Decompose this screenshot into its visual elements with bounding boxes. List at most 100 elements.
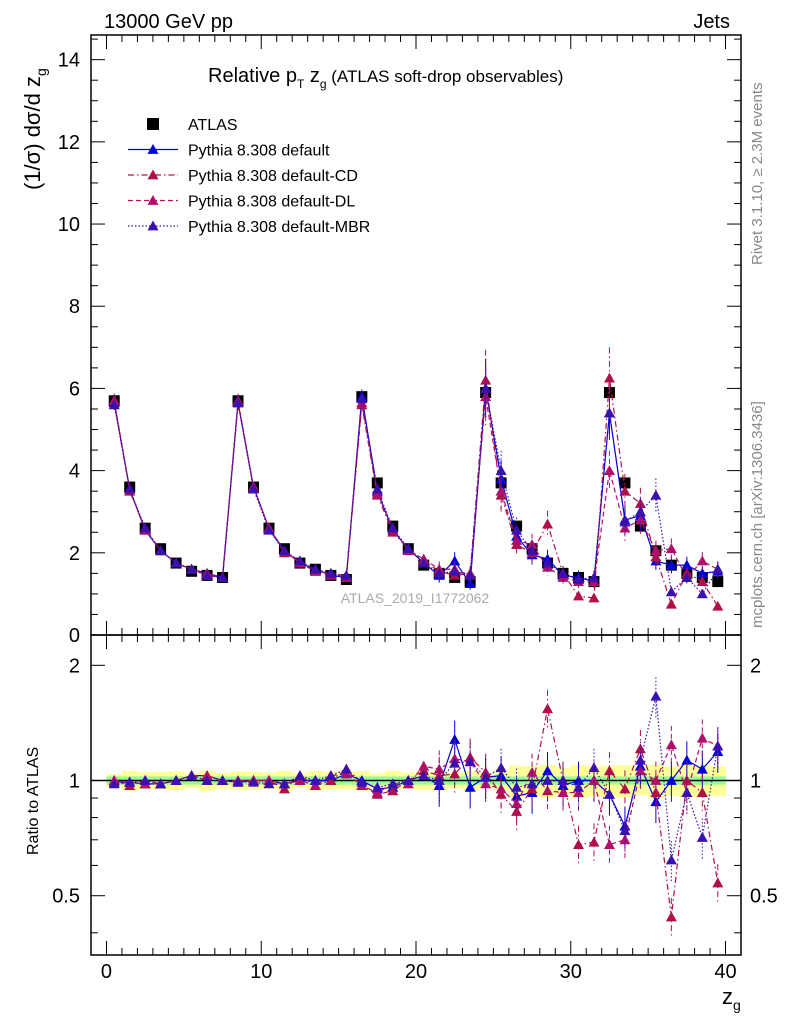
ratio-point	[108, 778, 120, 789]
series-line	[113, 378, 719, 607]
series-point	[340, 569, 352, 580]
legend-label: Pythia 8.308 default	[188, 143, 330, 160]
series-point	[495, 485, 507, 496]
ratio-point	[696, 831, 708, 842]
x-tick-label: 10	[250, 961, 272, 983]
series-point	[588, 571, 600, 582]
series-point	[573, 574, 584, 584]
x-tick-label: 20	[405, 961, 427, 983]
ratio-point	[634, 743, 646, 754]
ratio-point	[325, 770, 337, 780]
series-point	[449, 565, 461, 576]
series-point	[603, 372, 615, 383]
ratio-point	[634, 754, 646, 765]
ratio-point	[418, 770, 430, 780]
ratio-point	[278, 783, 290, 794]
series-point	[464, 578, 476, 589]
y-tick-label: 4	[69, 461, 80, 483]
ratio-point	[294, 770, 306, 780]
series-point	[665, 598, 677, 609]
ratio-point	[387, 778, 399, 789]
ratio-point	[186, 770, 198, 780]
y-tick-label: 12	[58, 132, 80, 154]
ratio-panel-series	[108, 677, 724, 939]
ratio-point	[495, 788, 507, 799]
series-point	[449, 555, 461, 566]
series-0	[108, 387, 724, 588]
y-tick-label: 0	[69, 625, 80, 647]
ratio-point	[665, 775, 677, 785]
y-tick-label: 6	[69, 378, 80, 400]
series-point	[650, 551, 662, 562]
ratio-point	[278, 778, 290, 789]
ratio-point	[557, 775, 569, 785]
ratio-point	[588, 775, 600, 785]
ratio-point	[573, 781, 584, 792]
series-point	[464, 569, 476, 580]
legend-marker	[147, 220, 159, 231]
series-point	[139, 522, 151, 533]
series-point	[170, 557, 182, 568]
series-point	[650, 545, 662, 556]
ratio-point	[542, 765, 554, 776]
series-point	[665, 586, 677, 597]
legend-entry-0: ATLAS	[147, 117, 238, 134]
mcplots-side-label: mcplots.cern.ch [arXiv:1306.3436]	[749, 401, 766, 628]
series-point	[681, 559, 693, 570]
ratio-point	[356, 776, 368, 787]
series-point	[480, 382, 492, 393]
series-4	[108, 358, 724, 599]
ratio-point	[603, 839, 615, 850]
legend-entry-3: Pythia 8.308 default-DL	[128, 194, 355, 211]
series-point	[418, 557, 430, 568]
legend-entry-4: Pythia 8.308 default-MBR	[128, 219, 370, 236]
ratio-point	[139, 775, 151, 785]
series-point	[217, 571, 229, 582]
legend-marker	[147, 144, 159, 154]
ratio-line	[114, 696, 719, 861]
y-tick-label: 8	[69, 296, 80, 318]
ratio-y-tick-label: 2	[69, 655, 80, 677]
ratio-point	[526, 778, 538, 789]
series-point	[124, 483, 136, 494]
ratio-y-tick-label: 0.5	[52, 886, 80, 908]
ratio-point	[712, 877, 724, 888]
atlas-point	[712, 576, 724, 588]
ratio-y-tick-label-right: 1	[750, 771, 761, 793]
legend-entry-2: Pythia 8.308 default-CD	[128, 168, 358, 185]
legend-label: Pythia 8.308 default-DL	[188, 194, 355, 211]
series-point	[603, 465, 615, 476]
ratio-point	[588, 836, 600, 847]
ratio-point	[603, 788, 615, 799]
legend-marker	[147, 195, 159, 205]
ratio-point	[712, 740, 724, 751]
series-point	[248, 483, 259, 494]
ratio-point	[526, 766, 538, 777]
series-point	[634, 497, 646, 508]
series-point	[356, 393, 368, 404]
series-point	[696, 588, 708, 599]
ratio-point	[542, 703, 554, 714]
series-point	[542, 557, 554, 568]
ratio-point	[619, 834, 631, 845]
series-point	[542, 518, 554, 529]
series-point	[696, 576, 708, 586]
y-tick-label: 10	[58, 214, 80, 236]
ratio-y-tick-label-right: 2	[750, 655, 761, 677]
series-point	[186, 563, 198, 574]
series-point	[665, 543, 677, 554]
ratio-point	[433, 775, 445, 785]
x-tick-label: 40	[714, 961, 736, 983]
ratio-point	[681, 787, 693, 797]
ratio-point	[650, 690, 662, 701]
ratio-point	[511, 798, 523, 809]
legend: ATLAS Pythia 8.308 default Pythia 8.308 de…	[128, 117, 370, 236]
legend-label: Pythia 8.308 default-CD	[188, 168, 358, 185]
series-point	[650, 489, 662, 500]
ratio-point	[573, 839, 584, 850]
ratio-point	[155, 778, 167, 789]
ratio-point	[201, 775, 213, 785]
series-point	[108, 399, 120, 410]
series-point	[278, 545, 290, 556]
